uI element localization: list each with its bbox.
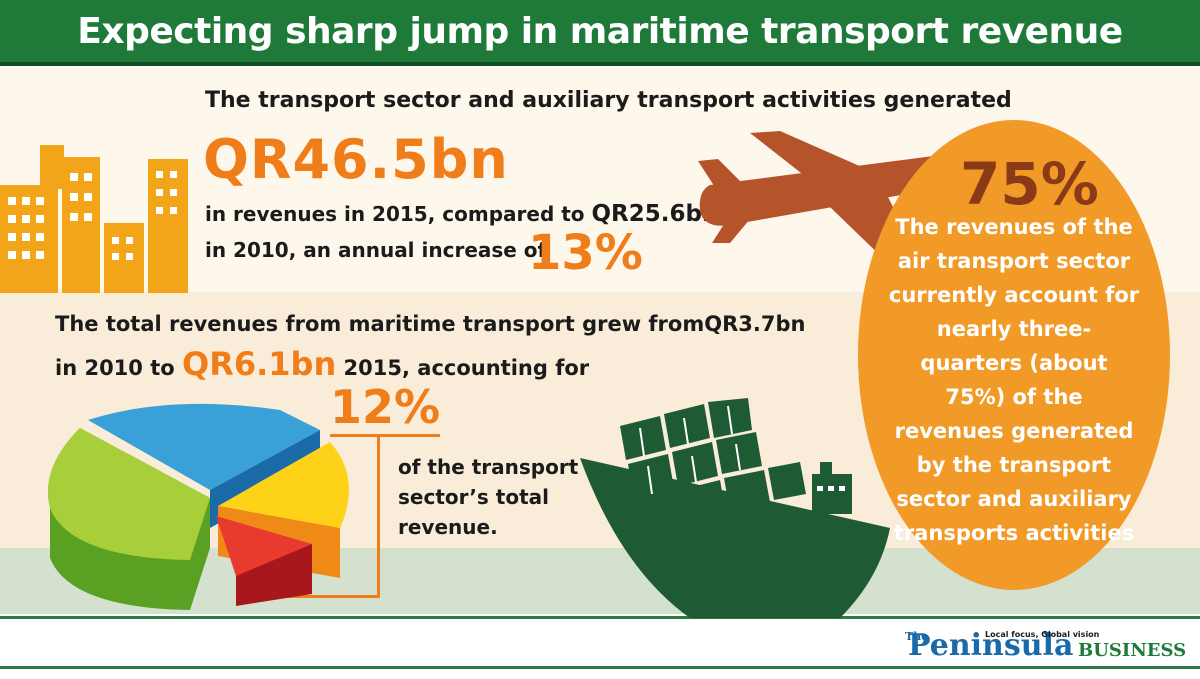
brand-business: BUSINESS — [1078, 640, 1187, 661]
section2-line1-text: The total revenues from maritime transpo… — [55, 312, 705, 336]
footer-divider-bottom — [0, 666, 1200, 669]
pie-chart-graphic — [48, 403, 349, 610]
section1-line2-text: in revenues in 2015, compared to — [205, 202, 585, 226]
section1-line2: in revenues in 2015, compared to QR25.6b… — [205, 201, 718, 227]
footer-divider-top — [0, 616, 1200, 619]
maritime-revenue-2010: QR3.7bn — [704, 312, 806, 336]
brand-peninsula: Peninsula — [908, 628, 1074, 663]
pie-slice-red — [216, 516, 312, 606]
air-line: currently account for — [888, 283, 1140, 307]
section2-line2: in 2010 to QR6.1bn 2015, accounting for — [55, 345, 589, 383]
section2-line2a: in 2010 to — [55, 356, 175, 380]
air-share-percent: 75% — [960, 150, 1099, 218]
page-title: Expecting sharp jump in maritime transpo… — [77, 10, 1123, 52]
share-text-line: revenue. — [398, 515, 498, 539]
share-connector-vertical — [377, 437, 380, 597]
total-revenue-2015: QR46.5bn — [203, 128, 509, 191]
air-line: quarters (about — [920, 351, 1108, 375]
air-line: The revenues of the — [895, 215, 1133, 239]
share-text-line: of the transport — [398, 455, 579, 479]
section2-line2b: 2015, accounting for — [343, 356, 590, 380]
air-share-description: The revenues of the air transport sector… — [880, 210, 1148, 550]
air-line: 75%) of the — [945, 385, 1083, 409]
annual-increase: 13% — [528, 225, 643, 281]
section2-line1: The total revenues from maritime transpo… — [55, 312, 805, 336]
pie-slice-green — [48, 428, 210, 610]
share-connector-horizontal — [258, 595, 380, 598]
section1-line1: The transport sector and auxiliary trans… — [205, 88, 1012, 113]
buildings-icon — [0, 145, 188, 293]
cargo-ship-icon — [580, 398, 890, 618]
maritime-revenue-2015: QR6.1bn — [182, 345, 337, 383]
maritime-share-text: of the transport sector’s total revenue. — [398, 452, 578, 542]
air-line: nearly three- — [936, 317, 1092, 341]
brand-tagline: Local focus, Global vision — [985, 630, 1100, 639]
brand-the: The — [905, 630, 929, 643]
air-share-oval — [858, 120, 1170, 590]
share-underline — [330, 434, 440, 437]
air-line: air transport sector — [897, 249, 1131, 273]
title-bar: Expecting sharp jump in maritime transpo… — [0, 0, 1200, 66]
section1-line3: in 2010, an annual increase of — [205, 238, 547, 262]
air-line: sector and auxiliary — [896, 487, 1132, 511]
revenue-2010: QR25.6bn — [591, 201, 719, 227]
maritime-share-percent: 12% — [330, 380, 441, 434]
air-line: revenues generated — [894, 419, 1134, 443]
air-line: by the transport — [916, 453, 1112, 477]
share-text-line: sector’s total — [398, 485, 550, 509]
air-line: transports activities — [893, 521, 1135, 545]
